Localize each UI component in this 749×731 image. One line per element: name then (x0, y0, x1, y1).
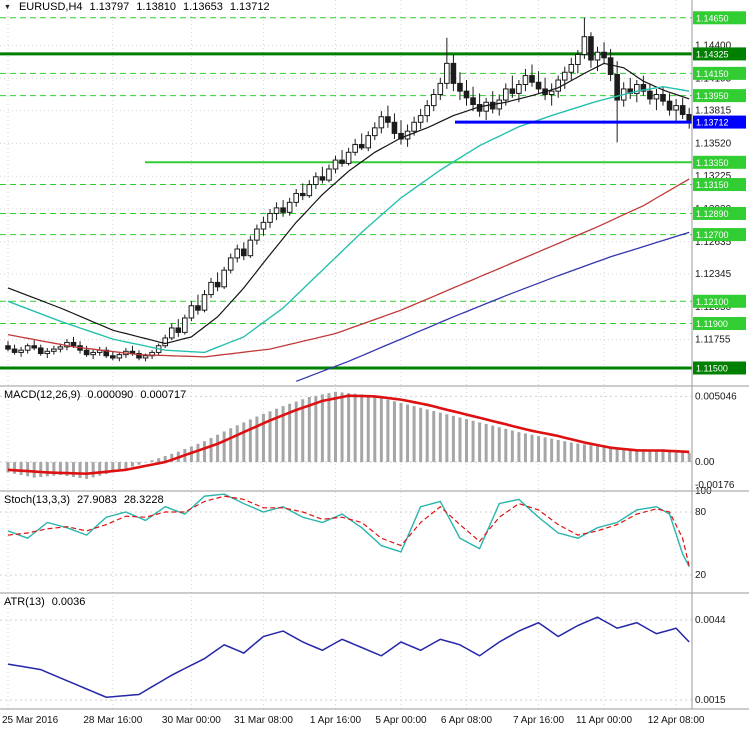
ma-red-line (7, 178, 690, 358)
svg-text:1.13350: 1.13350 (696, 158, 729, 168)
svg-text:6 Apr 08:00: 6 Apr 08:00 (441, 715, 493, 726)
ma-blue-line (295, 231, 690, 382)
stochastic-label: Stoch(13,3,3) (4, 494, 71, 506)
svg-text:7 Apr 16:00: 7 Apr 16:00 (513, 715, 565, 726)
atr-label: ATR(13) (4, 596, 45, 608)
ma-teal-line (7, 85, 690, 354)
stochastic-header: Stoch(13,3,3) 27.9083 28.3228 (4, 494, 164, 506)
svg-text:0.0015: 0.0015 (695, 695, 726, 706)
macd-label: MACD(12,26,9) (4, 389, 81, 401)
stochastic-value-2: 28.3228 (123, 494, 164, 506)
svg-text:1.13815: 1.13815 (695, 106, 732, 117)
svg-text:1.11900: 1.11900 (696, 319, 728, 329)
svg-text:1.13520: 1.13520 (695, 138, 732, 149)
svg-text:1.12700: 1.12700 (696, 230, 729, 240)
ma-black-line (7, 62, 690, 345)
svg-text:11 Apr 00:00: 11 Apr 00:00 (576, 715, 632, 726)
svg-text:1.12100: 1.12100 (696, 297, 729, 307)
svg-text:-0.00176: -0.00176 (695, 480, 735, 491)
macd-value-2: 0.000717 (140, 389, 187, 401)
svg-text:0.0044: 0.0044 (695, 615, 726, 626)
symbol-timeframe-label: EURUSD,H4 (18, 1, 83, 13)
panel-borders (0, 0, 749, 710)
svg-text:28 Mar 16:00: 28 Mar 16:00 (83, 715, 142, 726)
svg-text:12 Apr 08:00: 12 Apr 08:00 (648, 715, 705, 726)
svg-text:0.005046: 0.005046 (695, 391, 737, 402)
candles (5, 17, 693, 362)
quote-close: 1.13712 (229, 1, 270, 13)
atr-header: ATR(13) 0.0036 (4, 596, 85, 608)
svg-text:1.14650: 1.14650 (696, 13, 729, 23)
macd-value-1: 0.000090 (87, 389, 134, 401)
svg-text:1.14325: 1.14325 (696, 49, 729, 59)
stochastic-value-1: 27.9083 (77, 494, 117, 506)
quote-low: 1.13653 (183, 1, 223, 13)
svg-text:1.13225: 1.13225 (695, 171, 732, 182)
svg-text:1.12345: 1.12345 (695, 269, 732, 280)
price-gridlines (0, 45, 692, 341)
atr-value-1: 0.0036 (51, 596, 86, 608)
time-axis-labels: 25 Mar 2016 28 Mar 16:00 30 Mar 00:00 31 Ma… (2, 715, 705, 726)
atr-panel: 0.0044 0.0015 (0, 615, 726, 706)
svg-text:1.12635: 1.12635 (695, 237, 732, 248)
svg-text:0.00: 0.00 (695, 457, 715, 468)
svg-text:31 Mar 08:00: 31 Mar 08:00 (234, 715, 293, 726)
symbol-header: ▼ EURUSD,H4 1.13797 1.13810 1.13653 1.13… (4, 1, 270, 13)
moving-averages (7, 62, 690, 382)
svg-text:30 Mar 00:00: 30 Mar 00:00 (162, 715, 221, 726)
quote-open: 1.13797 (89, 1, 130, 13)
svg-text:25 Mar 2016: 25 Mar 2016 (2, 715, 59, 726)
macd-panel: 0.005046 0.00 -0.00176 (0, 391, 737, 491)
svg-text:1.13150: 1.13150 (696, 180, 729, 190)
svg-text:20: 20 (695, 570, 707, 581)
svg-text:1.13712: 1.13712 (696, 118, 729, 128)
svg-text:80: 80 (695, 507, 707, 518)
price-tags: 1.14650 1.14325 1.14150 1.13950 1.13712 1.133… (693, 11, 746, 375)
svg-text:1.12890: 1.12890 (696, 209, 729, 219)
level-lines (0, 17, 692, 370)
svg-text:1 Apr 16:00: 1 Apr 16:00 (310, 715, 362, 726)
chart-dropdown-icon[interactable]: ▼ (4, 3, 11, 11)
svg-text:1.14150: 1.14150 (696, 69, 729, 79)
svg-text:1.14400: 1.14400 (695, 41, 732, 52)
macd-header: MACD(12,26,9) 0.000090 0.000717 (4, 389, 186, 401)
svg-text:5 Apr 00:00: 5 Apr 00:00 (375, 715, 427, 726)
svg-text:1.11500: 1.11500 (696, 363, 728, 373)
svg-text:1.11755: 1.11755 (695, 335, 731, 346)
quote-high: 1.13810 (136, 1, 177, 13)
svg-text:1.13950: 1.13950 (696, 91, 729, 101)
